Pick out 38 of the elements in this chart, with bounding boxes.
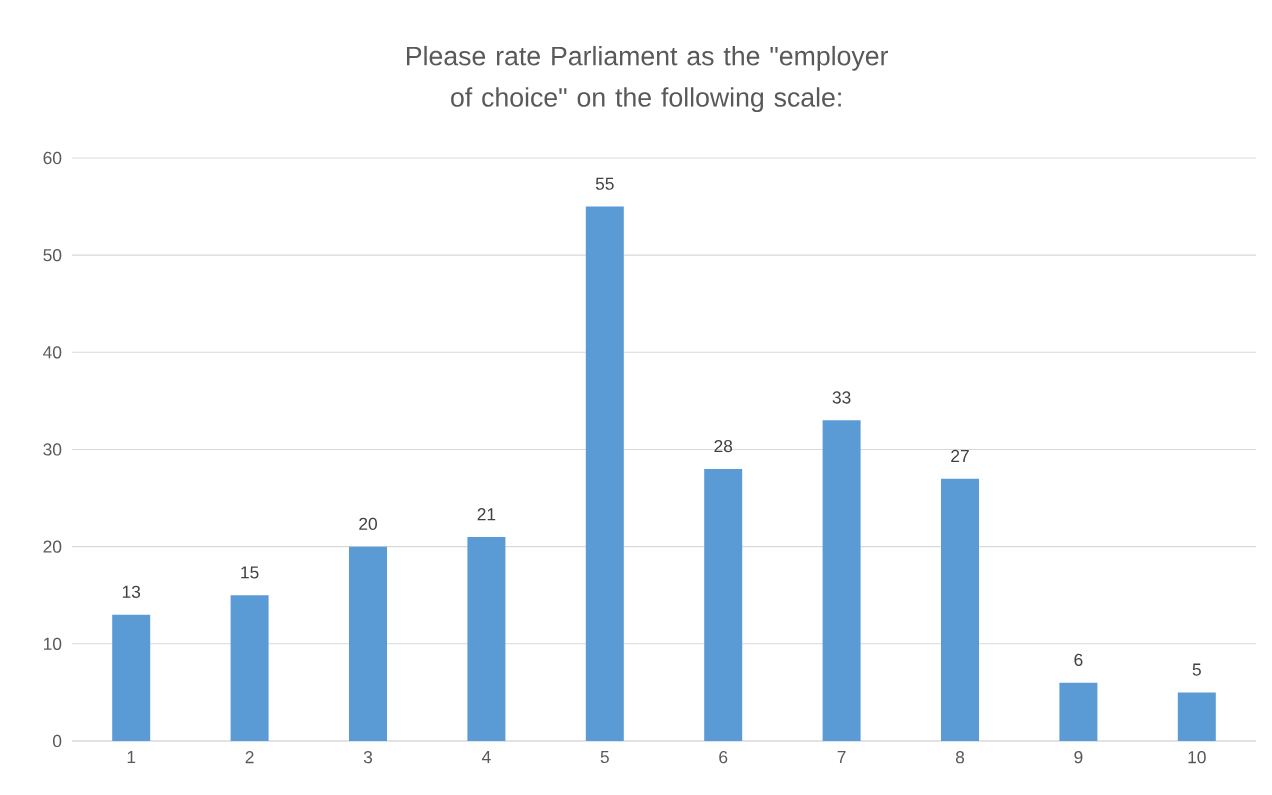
data-label: 55 <box>595 177 614 190</box>
data-label: 33 <box>832 391 851 404</box>
bar <box>230 595 269 741</box>
bar <box>467 536 506 741</box>
x-tick-label: 7 <box>837 751 846 763</box>
y-tick-label: 40 <box>43 346 62 359</box>
data-label: 21 <box>477 508 496 521</box>
data-label: 27 <box>951 449 969 462</box>
data-label: 6 <box>1074 653 1083 666</box>
y-tick-label: 20 <box>43 540 62 553</box>
data-label: 15 <box>241 566 259 579</box>
x-tick-label: 8 <box>955 751 965 764</box>
y-tick-label: 10 <box>44 637 62 650</box>
bar <box>112 614 151 741</box>
bar <box>1177 692 1216 741</box>
x-tick-label: 10 <box>1188 751 1206 764</box>
chart-title: Please rate Parliament as the "employer of choice" on the following scale: <box>406 45 889 113</box>
bar <box>1059 682 1098 741</box>
x-tick-label: 6 <box>719 751 728 764</box>
y-tick-label: 50 <box>43 249 62 262</box>
y-tick-label: 0 <box>52 734 62 748</box>
x-tick-label: 2 <box>245 751 254 764</box>
data-label: 13 <box>122 585 141 598</box>
x-tick-label: 3 <box>363 751 373 764</box>
x-tick-label: 9 <box>1074 751 1083 764</box>
x-tick-label: 4 <box>481 751 491 763</box>
data-label: 5 <box>1192 663 1201 676</box>
x-tick-label: 1 <box>127 751 136 763</box>
y-tick-label: 30 <box>43 443 62 456</box>
data-label: 20 <box>359 517 377 530</box>
x-tick-label: 5 <box>600 751 609 764</box>
y-tick-label: 60 <box>43 151 62 165</box>
data-label: 28 <box>714 439 733 453</box>
bar <box>585 206 624 741</box>
bar <box>941 478 979 741</box>
bar <box>822 420 861 741</box>
bar <box>349 546 387 741</box>
bar <box>704 468 743 741</box>
